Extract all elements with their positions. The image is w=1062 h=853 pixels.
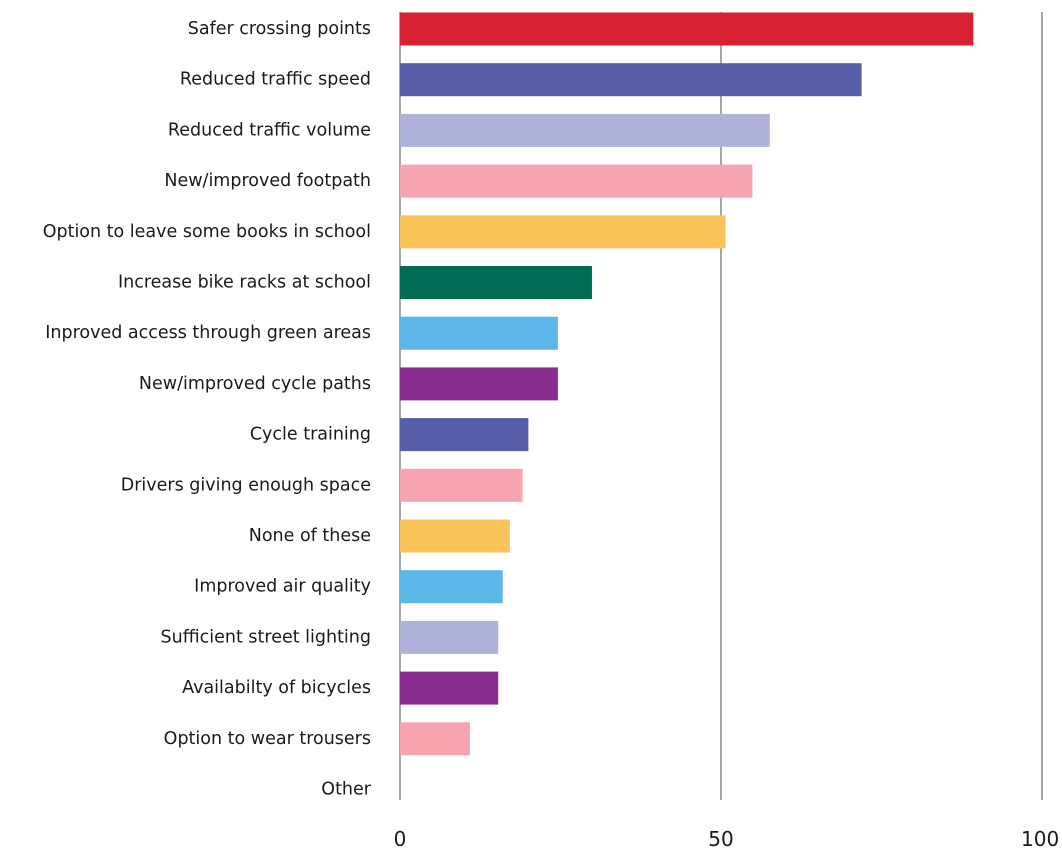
category-label: Option to leave some books in school [43, 222, 371, 242]
category-label: None of these [249, 526, 371, 546]
category-label: Cycle training [250, 425, 371, 445]
bar-5 [400, 215, 726, 249]
category-label: Reduced traffic speed [180, 70, 371, 90]
category-label: Reduced traffic volume [168, 120, 371, 140]
bar-6 [400, 266, 592, 299]
category-label: Option to wear trousers [164, 729, 371, 749]
category-label: Increase bike racks at school [118, 273, 371, 293]
bar-2 [400, 63, 862, 97]
bar-11 [400, 519, 510, 553]
bar-9 [400, 418, 529, 452]
x-tick-label: 50 [708, 827, 733, 848]
bar-15 [400, 722, 470, 756]
category-label: Drivers giving enough space [121, 475, 371, 495]
bars [400, 12, 974, 756]
category-label: Sufficient street lighting [161, 627, 371, 647]
category-label: New/improved footpath [164, 171, 371, 191]
bar-14 [400, 671, 499, 705]
category-label: Other [321, 780, 371, 800]
category-label: Inproved access through green areas [45, 323, 371, 343]
bar-8 [400, 367, 558, 401]
bar-1 [400, 12, 974, 46]
bar-4 [400, 164, 753, 198]
bar-13 [400, 620, 499, 654]
category-label: Improved air quality [194, 577, 371, 597]
x-tick-label: 0 [394, 827, 407, 848]
x-axis-ticks: 0 50 100 [394, 827, 1060, 851]
category-label: Safer crossing points [188, 19, 371, 39]
bar-7 [400, 316, 558, 350]
x-tick-label: 100 [1021, 827, 1059, 848]
category-labels: Safer crossing points Reduced traffic spe… [43, 19, 372, 800]
category-label: New/improved cycle paths [139, 374, 371, 394]
bar-12 [400, 570, 503, 604]
category-label: Availabilty of bicycles [182, 678, 371, 698]
bar-3 [400, 113, 770, 147]
bar-10 [400, 468, 523, 502]
